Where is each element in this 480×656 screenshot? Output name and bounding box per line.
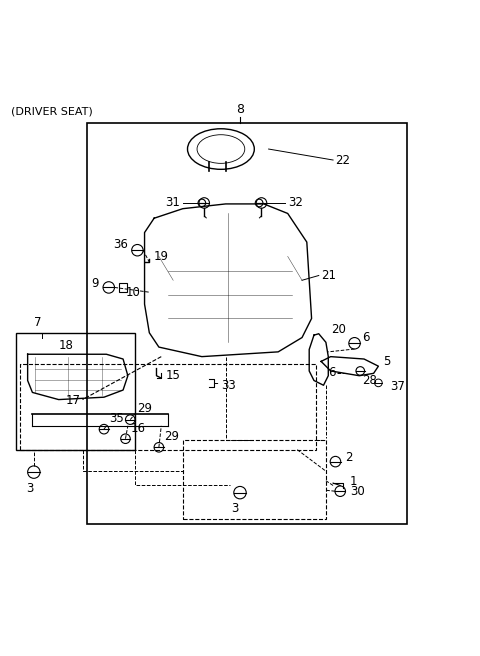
Text: 6: 6	[362, 331, 369, 344]
Text: 30: 30	[350, 485, 364, 498]
Text: 21: 21	[321, 269, 336, 282]
Text: 10: 10	[125, 286, 140, 299]
Text: 17: 17	[66, 394, 81, 407]
Text: 2: 2	[345, 451, 352, 464]
Text: 33: 33	[221, 379, 236, 392]
Text: 32: 32	[288, 196, 302, 209]
Text: 35: 35	[109, 412, 123, 425]
Text: 22: 22	[336, 154, 350, 167]
Text: 15: 15	[166, 369, 181, 382]
Bar	[119, 283, 127, 292]
Text: 7: 7	[34, 316, 41, 329]
Text: 20: 20	[331, 323, 346, 336]
Text: 3: 3	[26, 482, 34, 495]
Text: 8: 8	[236, 102, 244, 115]
Text: 29: 29	[164, 430, 179, 443]
Text: 18: 18	[59, 339, 73, 352]
Text: 28: 28	[362, 374, 377, 387]
Text: 9: 9	[92, 277, 99, 290]
Text: (DRIVER SEAT): (DRIVER SEAT)	[11, 106, 93, 116]
Text: 5: 5	[383, 355, 391, 368]
Text: 6: 6	[328, 366, 336, 379]
Text: 29: 29	[137, 402, 152, 415]
Text: 16: 16	[130, 422, 145, 435]
Text: 1: 1	[350, 475, 357, 488]
Text: 37: 37	[390, 380, 405, 393]
Text: 3: 3	[231, 502, 239, 515]
Text: 31: 31	[166, 196, 180, 209]
Text: 36: 36	[113, 238, 128, 251]
Text: 19: 19	[154, 250, 169, 263]
